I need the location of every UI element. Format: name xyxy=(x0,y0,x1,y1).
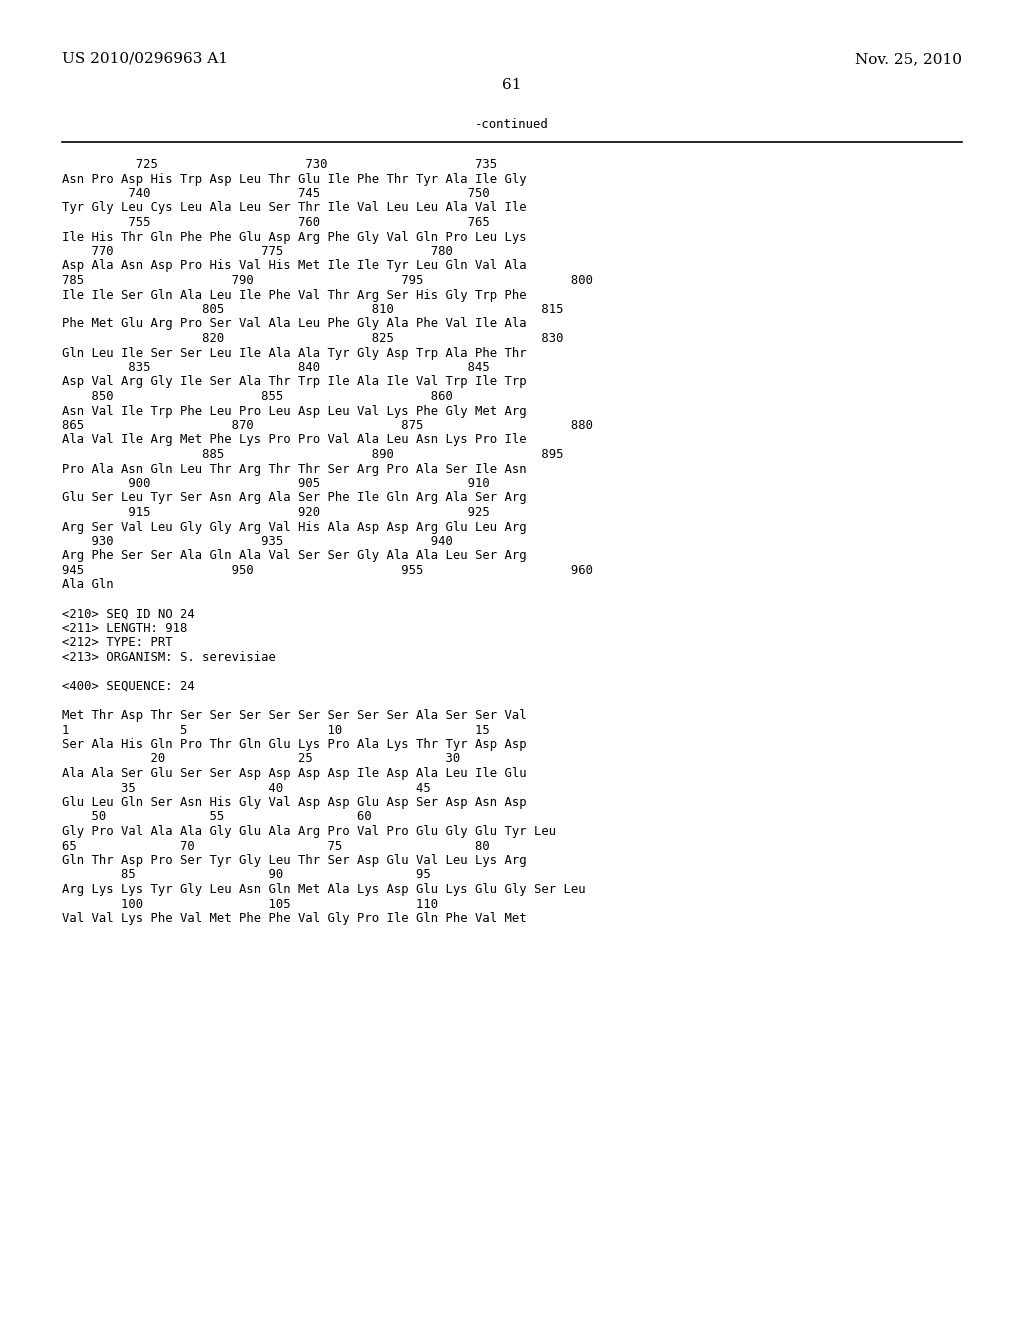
Text: 20                  25                  30: 20 25 30 xyxy=(62,752,460,766)
Text: 835                    840                    845: 835 840 845 xyxy=(62,360,489,374)
Text: Gly Pro Val Ala Ala Gly Glu Ala Arg Pro Val Pro Glu Gly Glu Tyr Leu: Gly Pro Val Ala Ala Gly Glu Ala Arg Pro … xyxy=(62,825,556,838)
Text: Phe Met Glu Arg Pro Ser Val Ala Leu Phe Gly Ala Phe Val Ile Ala: Phe Met Glu Arg Pro Ser Val Ala Leu Phe … xyxy=(62,318,526,330)
Text: 35                  40                  45: 35 40 45 xyxy=(62,781,431,795)
Text: <210> SEQ ID NO 24: <210> SEQ ID NO 24 xyxy=(62,607,195,620)
Text: Pro Ala Asn Gln Leu Thr Arg Thr Thr Ser Arg Pro Ala Ser Ile Asn: Pro Ala Asn Gln Leu Thr Arg Thr Thr Ser … xyxy=(62,462,526,475)
Text: -continued: -continued xyxy=(475,117,549,131)
Text: 61: 61 xyxy=(502,78,522,92)
Text: 865                    870                    875                    880: 865 870 875 880 xyxy=(62,418,593,432)
Text: 885                    890                    895: 885 890 895 xyxy=(62,447,563,461)
Text: 770                    775                    780: 770 775 780 xyxy=(62,246,453,257)
Text: Asp Val Arg Gly Ile Ser Ala Thr Trp Ile Ala Ile Val Trp Ile Trp: Asp Val Arg Gly Ile Ser Ala Thr Trp Ile … xyxy=(62,375,526,388)
Text: Ser Ala His Gln Pro Thr Gln Glu Lys Pro Ala Lys Thr Tyr Asp Asp: Ser Ala His Gln Pro Thr Gln Glu Lys Pro … xyxy=(62,738,526,751)
Text: Arg Ser Val Leu Gly Gly Arg Val His Ala Asp Asp Arg Glu Leu Arg: Arg Ser Val Leu Gly Gly Arg Val His Ala … xyxy=(62,520,526,533)
Text: Arg Phe Ser Ser Ala Gln Ala Val Ser Ser Gly Ala Ala Leu Ser Arg: Arg Phe Ser Ser Ala Gln Ala Val Ser Ser … xyxy=(62,549,526,562)
Text: 85                  90                  95: 85 90 95 xyxy=(62,869,431,882)
Text: <400> SEQUENCE: 24: <400> SEQUENCE: 24 xyxy=(62,680,195,693)
Text: Met Thr Asp Thr Ser Ser Ser Ser Ser Ser Ser Ser Ala Ser Ser Val: Met Thr Asp Thr Ser Ser Ser Ser Ser Ser … xyxy=(62,709,526,722)
Text: 755                    760                    765: 755 760 765 xyxy=(62,216,489,228)
Text: 805                    810                    815: 805 810 815 xyxy=(62,304,563,315)
Text: Glu Ser Leu Tyr Ser Asn Arg Ala Ser Phe Ile Gln Arg Ala Ser Arg: Glu Ser Leu Tyr Ser Asn Arg Ala Ser Phe … xyxy=(62,491,526,504)
Text: 1               5                   10                  15: 1 5 10 15 xyxy=(62,723,489,737)
Text: Asp Ala Asn Asp Pro His Val His Met Ile Ile Tyr Leu Gln Val Ala: Asp Ala Asn Asp Pro His Val His Met Ile … xyxy=(62,260,526,272)
Text: Ile Ile Ser Gln Ala Leu Ile Phe Val Thr Arg Ser His Gly Trp Phe: Ile Ile Ser Gln Ala Leu Ile Phe Val Thr … xyxy=(62,289,526,301)
Text: Ala Val Ile Arg Met Phe Lys Pro Pro Val Ala Leu Asn Lys Pro Ile: Ala Val Ile Arg Met Phe Lys Pro Pro Val … xyxy=(62,433,526,446)
Text: 50              55                  60: 50 55 60 xyxy=(62,810,372,824)
Text: 100                 105                 110: 100 105 110 xyxy=(62,898,438,911)
Text: <211> LENGTH: 918: <211> LENGTH: 918 xyxy=(62,622,187,635)
Text: US 2010/0296963 A1: US 2010/0296963 A1 xyxy=(62,51,228,66)
Text: Ala Ala Ser Glu Ser Ser Asp Asp Asp Asp Ile Asp Ala Leu Ile Glu: Ala Ala Ser Glu Ser Ser Asp Asp Asp Asp … xyxy=(62,767,526,780)
Text: <213> ORGANISM: S. serevisiae: <213> ORGANISM: S. serevisiae xyxy=(62,651,275,664)
Text: Nov. 25, 2010: Nov. 25, 2010 xyxy=(855,51,962,66)
Text: Glu Leu Gln Ser Asn His Gly Val Asp Asp Glu Asp Ser Asp Asn Asp: Glu Leu Gln Ser Asn His Gly Val Asp Asp … xyxy=(62,796,526,809)
Text: Gln Thr Asp Pro Ser Tyr Gly Leu Thr Ser Asp Glu Val Leu Lys Arg: Gln Thr Asp Pro Ser Tyr Gly Leu Thr Ser … xyxy=(62,854,526,867)
Text: 820                    825                    830: 820 825 830 xyxy=(62,333,563,345)
Text: Val Val Lys Phe Val Met Phe Phe Val Gly Pro Ile Gln Phe Val Met: Val Val Lys Phe Val Met Phe Phe Val Gly … xyxy=(62,912,526,925)
Text: 740                    745                    750: 740 745 750 xyxy=(62,187,489,201)
Text: Arg Lys Lys Tyr Gly Leu Asn Gln Met Ala Lys Asp Glu Lys Glu Gly Ser Leu: Arg Lys Lys Tyr Gly Leu Asn Gln Met Ala … xyxy=(62,883,586,896)
Text: Asn Pro Asp His Trp Asp Leu Thr Glu Ile Phe Thr Tyr Ala Ile Gly: Asn Pro Asp His Trp Asp Leu Thr Glu Ile … xyxy=(62,173,526,186)
Text: 65              70                  75                  80: 65 70 75 80 xyxy=(62,840,489,853)
Text: <212> TYPE: PRT: <212> TYPE: PRT xyxy=(62,636,173,649)
Text: 930                    935                    940: 930 935 940 xyxy=(62,535,453,548)
Text: 850                    855                    860: 850 855 860 xyxy=(62,389,453,403)
Text: 945                    950                    955                    960: 945 950 955 960 xyxy=(62,564,593,577)
Text: 785                    790                    795                    800: 785 790 795 800 xyxy=(62,275,593,286)
Text: Asn Val Ile Trp Phe Leu Pro Leu Asp Leu Val Lys Phe Gly Met Arg: Asn Val Ile Trp Phe Leu Pro Leu Asp Leu … xyxy=(62,404,526,417)
Text: 900                    905                    910: 900 905 910 xyxy=(62,477,489,490)
Text: Ala Gln: Ala Gln xyxy=(62,578,114,591)
Text: 915                    920                    925: 915 920 925 xyxy=(62,506,489,519)
Text: 725                    730                    735: 725 730 735 xyxy=(62,158,497,172)
Text: Ile His Thr Gln Phe Phe Glu Asp Arg Phe Gly Val Gln Pro Leu Lys: Ile His Thr Gln Phe Phe Glu Asp Arg Phe … xyxy=(62,231,526,243)
Text: Gln Leu Ile Ser Ser Leu Ile Ala Ala Tyr Gly Asp Trp Ala Phe Thr: Gln Leu Ile Ser Ser Leu Ile Ala Ala Tyr … xyxy=(62,346,526,359)
Text: Tyr Gly Leu Cys Leu Ala Leu Ser Thr Ile Val Leu Leu Ala Val Ile: Tyr Gly Leu Cys Leu Ala Leu Ser Thr Ile … xyxy=(62,202,526,214)
